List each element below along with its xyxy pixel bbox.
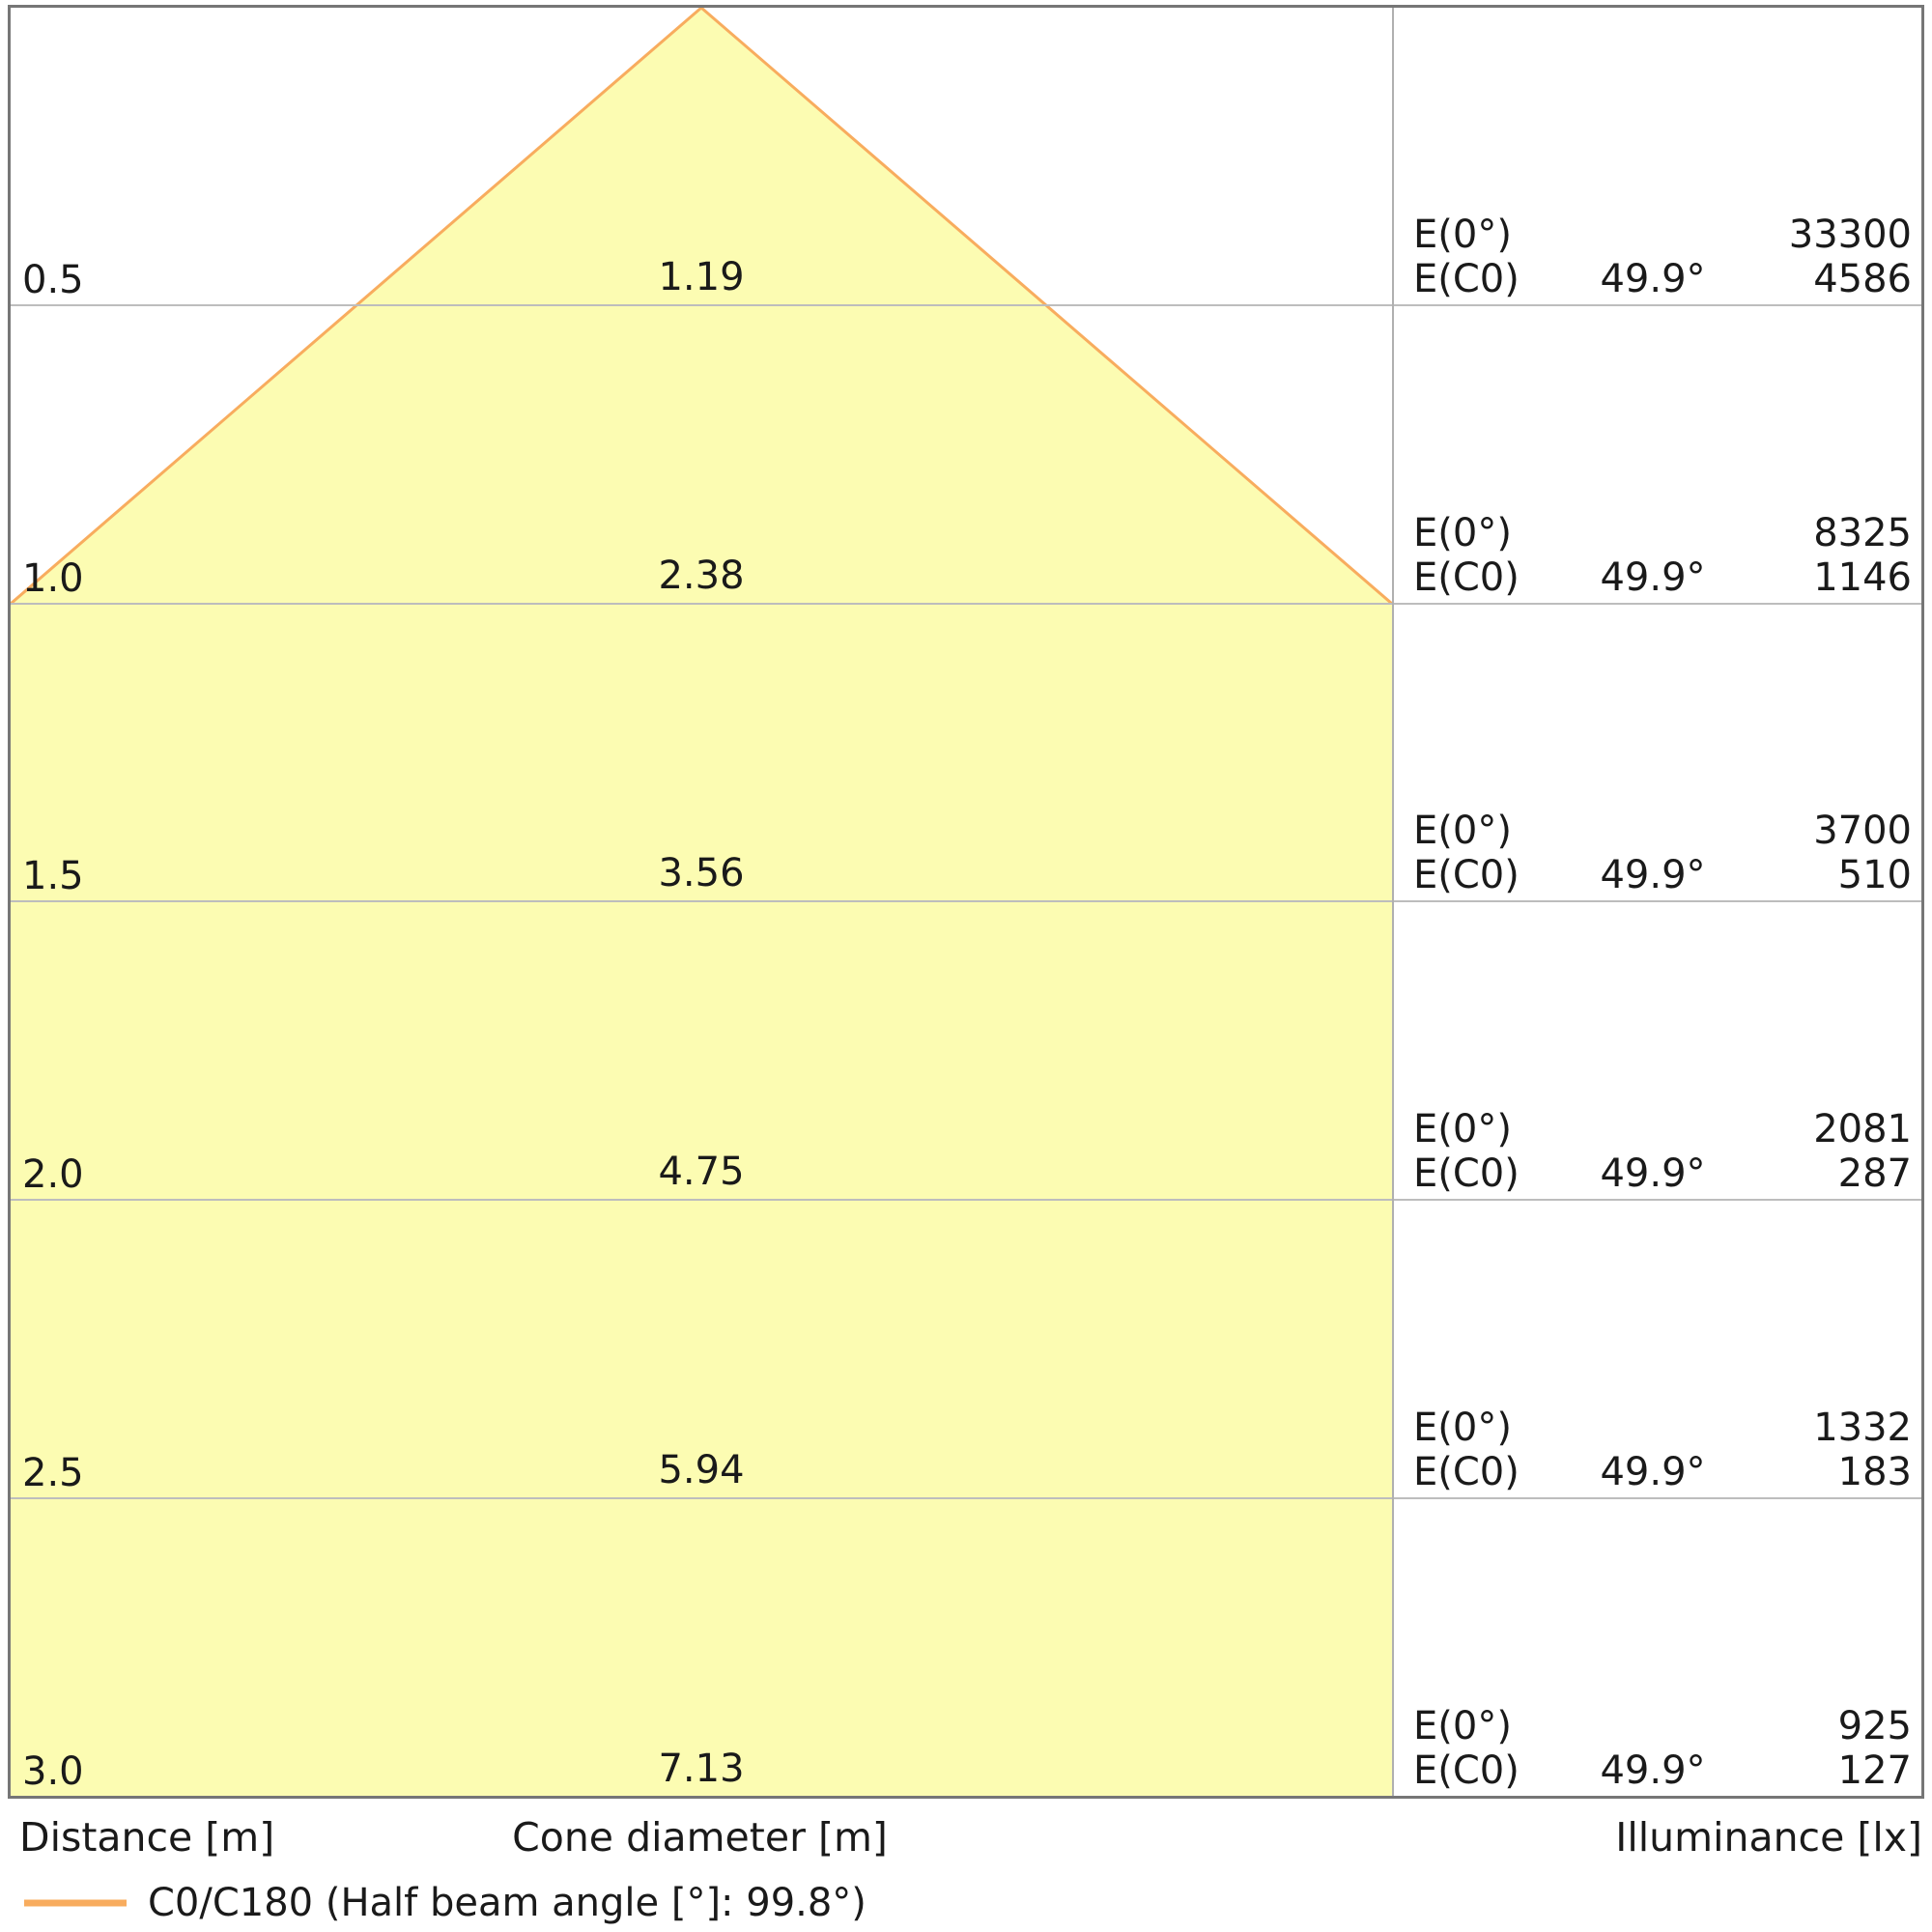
band-2.5m: 2.5 5.94 E(0°) 1332 E(C0) 49.9° 183 [11, 1201, 1921, 1500]
ec0-label: E(C0) [1413, 1450, 1520, 1495]
cone-diameter-value: 1.19 [658, 254, 745, 299]
cone-diameter-value: 5.94 [658, 1448, 745, 1493]
e0-angle [1577, 1406, 1728, 1450]
ec0-label: E(C0) [1413, 1151, 1520, 1197]
e0-line: E(0°) 925 [1413, 1704, 1912, 1748]
ec0-angle: 49.9° [1600, 1151, 1706, 1197]
legend-line-swatch [24, 1899, 127, 1907]
e0-label: E(0°) [1413, 809, 1512, 854]
e0-angle [1577, 1704, 1728, 1748]
cone-diameter-value: 3.56 [658, 851, 745, 896]
distance-label: 2.5 [22, 1451, 84, 1496]
illuminance-block: E(0°) 8325 E(C0) 49.9° 1146 [1413, 511, 1912, 600]
cone-diameter-value: 4.75 [658, 1150, 745, 1195]
ec0-value: 127 [1837, 1747, 1912, 1793]
illuminance-axis-label: Illuminance [lx] [1615, 1814, 1922, 1861]
e0-label: E(0°) [1413, 1406, 1512, 1451]
e0-label: E(0°) [1413, 1107, 1512, 1152]
cone-diagram-chart: 0.5 1.19 E(0°) 33300 E(C0) 49.9° 4586 [8, 5, 1924, 1799]
e0-line: E(0°) 8325 [1413, 511, 1912, 555]
e0-label: E(0°) [1413, 212, 1512, 257]
ec0-value: 183 [1837, 1450, 1912, 1495]
e0-value: 33300 [1788, 212, 1912, 257]
e0-line: E(0°) 1332 [1413, 1406, 1912, 1450]
distance-bands: 0.5 1.19 E(0°) 33300 E(C0) 49.9° 4586 [11, 8, 1921, 1796]
ec0-line: E(C0) 49.9° 4586 [1413, 257, 1912, 301]
band-0.5m: 0.5 1.19 E(0°) 33300 E(C0) 49.9° 4586 [11, 8, 1921, 306]
ec0-angle: 49.9° [1600, 554, 1706, 600]
e0-line: E(0°) 33300 [1413, 213, 1912, 257]
illuminance-block: E(0°) 33300 E(C0) 49.9° 4586 [1413, 213, 1912, 301]
e0-angle [1577, 511, 1728, 555]
illuminance-column-divider [1392, 8, 1394, 1796]
ec0-label: E(C0) [1413, 853, 1520, 898]
ec0-label: E(C0) [1413, 256, 1520, 301]
band-1.5m: 1.5 3.56 E(0°) 3700 E(C0) 49.9° 510 [11, 605, 1921, 903]
distance-axis-label: Distance [m] [19, 1814, 275, 1861]
cone-diameter-axis-label: Cone diameter [m] [512, 1814, 888, 1861]
distance-label: 0.5 [22, 257, 84, 302]
ec0-angle: 49.9° [1600, 853, 1706, 898]
ec0-value: 1146 [1813, 554, 1912, 600]
e0-angle [1577, 1107, 1728, 1151]
e0-value: 1332 [1813, 1406, 1912, 1451]
e0-value: 925 [1837, 1703, 1912, 1748]
e0-angle [1577, 809, 1728, 853]
band-2.0m: 2.0 4.75 E(0°) 2081 E(C0) 49.9° 287 [11, 902, 1921, 1202]
illuminance-block: E(0°) 1332 E(C0) 49.9° 183 [1413, 1406, 1912, 1494]
illuminance-block: E(0°) 925 E(C0) 49.9° 127 [1413, 1704, 1912, 1793]
e0-line: E(0°) 2081 [1413, 1107, 1912, 1151]
ec0-line: E(C0) 49.9° 1146 [1413, 555, 1912, 600]
ec0-value: 4586 [1813, 256, 1912, 301]
e0-angle [1577, 213, 1728, 257]
ec0-line: E(C0) 49.9° 287 [1413, 1151, 1912, 1196]
distance-label: 1.0 [22, 555, 84, 601]
e0-value: 3700 [1813, 809, 1912, 854]
band-1.0m: 1.0 2.38 E(0°) 8325 E(C0) 49.9° 1146 [11, 306, 1921, 605]
illuminance-block: E(0°) 2081 E(C0) 49.9° 287 [1413, 1107, 1912, 1196]
ec0-angle: 49.9° [1600, 256, 1706, 301]
axis-labels-row: Distance [m] Cone diameter [m] Illuminan… [8, 1812, 1924, 1862]
ec0-value: 510 [1837, 853, 1912, 898]
e0-line: E(0°) 3700 [1413, 809, 1912, 853]
e0-value: 2081 [1813, 1107, 1912, 1152]
cone-diameter-value: 2.38 [658, 553, 745, 598]
ec0-value: 287 [1837, 1151, 1912, 1197]
ec0-angle: 49.9° [1600, 1747, 1706, 1793]
cone-diameter-value: 7.13 [658, 1746, 745, 1791]
ec0-label: E(C0) [1413, 554, 1520, 600]
distance-label: 2.0 [22, 1152, 84, 1198]
e0-label: E(0°) [1413, 510, 1512, 555]
e0-value: 8325 [1813, 510, 1912, 555]
ec0-angle: 49.9° [1600, 1450, 1706, 1495]
ec0-line: E(C0) 49.9° 510 [1413, 853, 1912, 897]
distance-label: 3.0 [22, 1748, 84, 1794]
legend-label: C0/C180 (Half beam angle [°]: 99.8°) [148, 1881, 867, 1925]
illuminance-block: E(0°) 3700 E(C0) 49.9° 510 [1413, 809, 1912, 897]
ec0-line: E(C0) 49.9° 183 [1413, 1450, 1912, 1494]
band-3.0m: 3.0 7.13 E(0°) 925 E(C0) 49.9° 127 [11, 1499, 1921, 1796]
ec0-line: E(C0) 49.9° 127 [1413, 1748, 1912, 1793]
e0-label: E(0°) [1413, 1703, 1512, 1748]
ec0-label: E(C0) [1413, 1747, 1520, 1793]
legend: C0/C180 (Half beam angle [°]: 99.8°) [24, 1876, 867, 1930]
distance-label: 1.5 [22, 854, 84, 899]
